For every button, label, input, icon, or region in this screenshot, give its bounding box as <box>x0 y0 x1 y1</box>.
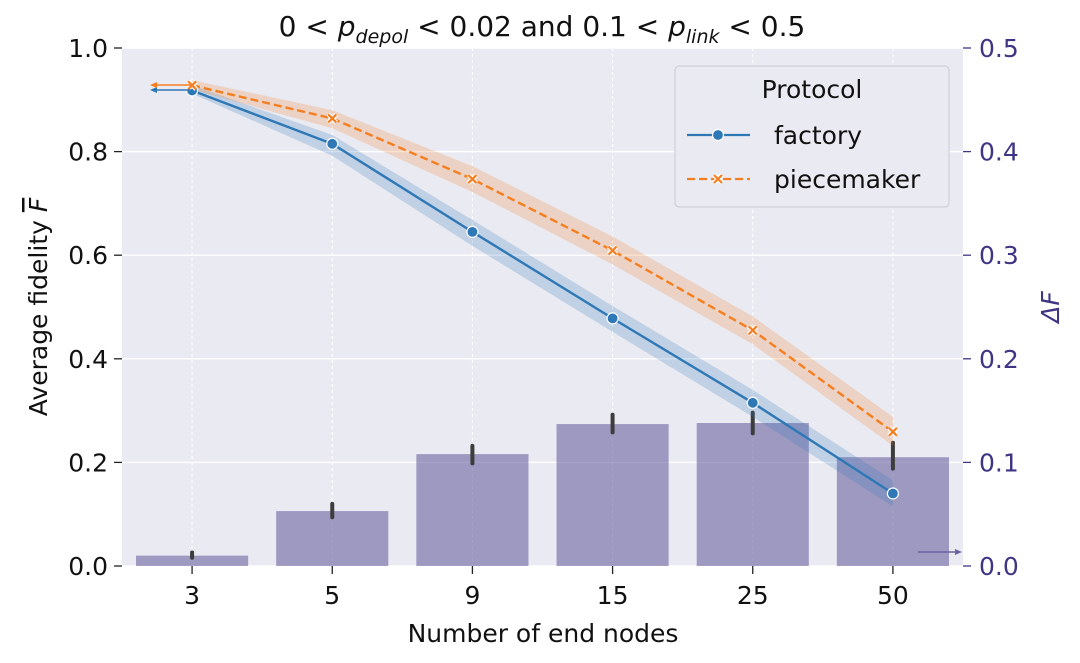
series-line-piecemaker <box>191 84 894 433</box>
x-tick-label: 3 <box>184 581 200 610</box>
x-stroke <box>467 174 478 184</box>
y-axis-label-left: Average fidelity F <box>24 197 53 416</box>
marker-piecemaker-15 <box>606 244 619 257</box>
legend-title: Protocol <box>762 75 863 104</box>
axis-arrows-layer <box>150 82 962 555</box>
x-stroke <box>187 80 197 91</box>
marker-factory-50 <box>886 487 900 500</box>
chart-title: 0 < pdepol < 0.02 and 0.1 < plink < 0.5 <box>279 10 806 48</box>
y-tick-label-left: 0.8 <box>68 138 108 167</box>
bar-50 <box>836 457 949 566</box>
left-axis-arrow <box>150 82 192 93</box>
marker-factory-5 <box>326 137 339 150</box>
legend-item-piecemaker: piecemaker <box>687 165 921 194</box>
x-tick-label: 9 <box>464 581 480 610</box>
bar-5 <box>276 511 389 566</box>
marker-factory-15 <box>606 312 619 325</box>
series-lines-layer <box>191 84 894 495</box>
y-axis-label-right: ΔF <box>1036 291 1065 325</box>
right-axis-arrow <box>918 549 962 555</box>
x-tick-label: 5 <box>324 581 340 610</box>
x-tick-label: 15 <box>597 581 629 610</box>
x-stroke <box>888 427 898 437</box>
legend-box <box>674 65 950 208</box>
y-tick-label-right: 0.5 <box>979 34 1019 63</box>
y-tick-label-left: 0.6 <box>68 241 108 270</box>
marker-piecemaker-9 <box>466 173 479 185</box>
x-axis-label: Number of end nodes <box>408 619 679 648</box>
marker-piecemaker-5 <box>326 112 338 125</box>
legend-label-factory: factory <box>774 121 862 150</box>
x-tick-label: 50 <box>877 581 909 610</box>
legend-label-piecemaker: piecemaker <box>774 165 921 194</box>
y-tick-label-right: 0.3 <box>979 241 1019 270</box>
legend-marker-x-icon <box>712 173 724 185</box>
bar-3 <box>136 555 249 566</box>
bars-layer <box>136 423 949 566</box>
y-tick-label-right: 0.2 <box>979 345 1019 374</box>
marker-piecemaker-25 <box>747 324 759 336</box>
legend-marker-circle-icon <box>711 128 725 142</box>
x-stroke <box>607 245 618 256</box>
bar-25 <box>696 423 809 566</box>
y-tick-label-left: 0.4 <box>68 345 108 374</box>
series-line-factory <box>191 89 894 495</box>
marker-factory-9 <box>466 225 479 238</box>
bar-15 <box>556 424 669 566</box>
y-tick-label-left: 0.0 <box>68 552 108 581</box>
marker-piecemaker-3 <box>186 79 198 91</box>
bar-9 <box>416 454 529 566</box>
y-tick-label-right: 0.0 <box>979 552 1019 581</box>
legend: Protocol factory piecemaker <box>674 65 950 208</box>
axes: 0.0 0.2 0.4 0.6 0.8 1.0 0.0 0.1 0.2 0.3 0.4 0.5 3 5 9 1… <box>68 34 1019 610</box>
y-tick-label-left: 1.0 <box>68 34 108 63</box>
y-tick-label-right: 0.1 <box>979 448 1019 477</box>
marker-piecemaker-50 <box>887 426 899 438</box>
x-tick-label: 25 <box>737 581 769 610</box>
error-bars-layer <box>190 410 895 560</box>
x-stroke <box>327 113 338 124</box>
y-tick-label-left: 0.2 <box>68 448 108 477</box>
marker-factory-25 <box>746 396 759 409</box>
x-stroke <box>747 325 758 336</box>
legend-item-factory: factory <box>687 121 862 150</box>
y-tick-label-right: 0.4 <box>979 138 1019 167</box>
